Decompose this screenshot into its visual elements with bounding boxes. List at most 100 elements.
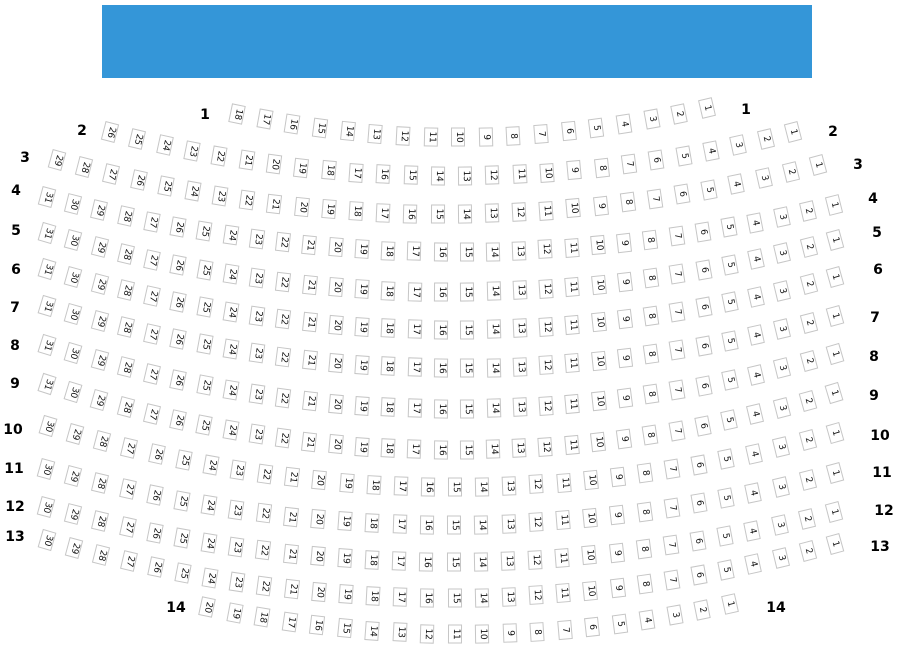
seat[interactable]: 5 [721,330,739,352]
seat[interactable]: 9 [502,623,518,643]
seat[interactable]: 29 [64,536,84,559]
seat[interactable]: 2 [799,273,818,296]
seat[interactable]: 19 [354,436,370,457]
seat[interactable]: 6 [690,564,708,586]
seat[interactable]: 8 [529,621,545,642]
seat[interactable]: 17 [281,611,298,633]
seat[interactable]: 2 [670,103,689,125]
seat[interactable]: 24 [200,532,218,554]
seat[interactable]: 30 [38,414,58,438]
seat[interactable]: 17 [407,398,423,419]
seat[interactable]: 20 [310,581,327,603]
seat[interactable]: 18 [380,356,396,377]
seat[interactable]: 11 [554,547,570,568]
seat[interactable]: 21 [282,506,299,527]
seat[interactable]: 7 [663,497,681,519]
seat[interactable]: 27 [118,478,137,501]
seat[interactable]: 2 [799,350,818,373]
seat[interactable]: 13 [511,438,527,459]
seat[interactable]: 28 [116,396,135,418]
seat[interactable]: 16 [433,399,449,419]
seat[interactable]: 21 [238,149,255,171]
seat[interactable]: 1 [808,154,828,176]
seat[interactable]: 19 [337,548,353,569]
seat[interactable]: 22 [275,271,292,292]
seat[interactable]: 2 [756,127,775,150]
seat[interactable]: 18 [228,103,246,125]
seat[interactable]: 30 [37,528,57,552]
seat[interactable]: 13 [367,123,383,144]
seat[interactable]: 19 [338,584,354,605]
seat[interactable]: 16 [375,164,391,185]
seat[interactable]: 4 [746,211,764,234]
seat[interactable]: 16 [433,320,449,340]
seat[interactable]: 5 [588,117,605,139]
seat[interactable]: 13 [501,514,516,534]
seat[interactable]: 29 [65,422,85,445]
seat[interactable]: 7 [663,569,681,591]
seat[interactable]: 4 [744,481,763,504]
seat[interactable]: 11 [564,314,581,336]
seat[interactable]: 5 [720,409,738,431]
seat[interactable]: 13 [501,476,517,496]
seat[interactable]: 15 [447,588,462,608]
seat[interactable]: 19 [225,601,244,624]
seat[interactable]: 8 [642,383,660,405]
seat[interactable]: 7 [668,419,686,442]
seat[interactable]: 3 [771,547,790,569]
seat[interactable]: 27 [143,362,162,385]
seat[interactable]: 26 [169,291,188,313]
seat[interactable]: 12 [528,512,544,533]
seat[interactable]: 27 [120,437,139,459]
seat[interactable]: 27 [118,516,137,538]
seat[interactable]: 25 [195,414,214,436]
seat[interactable]: 24 [222,338,240,360]
seat[interactable]: 8 [642,267,660,289]
seat[interactable]: 25 [196,259,214,281]
seat[interactable]: 22 [255,503,272,524]
seat[interactable]: 16 [433,282,449,302]
seat[interactable]: 8 [636,463,654,484]
seat[interactable]: 31 [37,186,57,208]
seat[interactable]: 14 [486,319,501,340]
seat[interactable]: 23 [248,305,266,327]
seat[interactable]: 4 [747,363,766,386]
seat[interactable]: 12 [538,355,554,376]
seat[interactable]: 22 [256,463,274,485]
seat[interactable]: 11 [564,393,581,414]
seat[interactable]: 14 [339,121,356,142]
seat[interactable]: 2 [798,540,817,563]
seat[interactable]: 30 [64,229,83,252]
seat[interactable]: 16 [419,552,434,572]
seat[interactable]: 24 [222,263,240,285]
seat[interactable]: 12 [528,585,544,606]
seat[interactable]: 23 [228,571,246,593]
seat[interactable]: 26 [169,408,188,431]
seat[interactable]: 8 [635,538,652,560]
seat[interactable]: 25 [195,374,214,396]
seat[interactable]: 30 [63,302,83,325]
seat[interactable]: 9 [592,195,609,216]
seat[interactable]: 28 [91,472,110,495]
seat[interactable]: 16 [420,477,436,497]
seat[interactable]: 5 [716,525,734,547]
seat[interactable]: 13 [512,318,528,339]
seat[interactable]: 18 [380,438,396,459]
seat[interactable]: 21 [301,234,318,256]
seat[interactable]: 4 [744,553,763,576]
seat[interactable]: 28 [93,430,112,453]
seat[interactable]: 7 [662,535,680,556]
seat[interactable]: 20 [327,237,344,258]
seat[interactable]: 6 [694,221,712,243]
seat[interactable]: 4 [747,248,766,271]
seat[interactable]: 17 [392,514,407,535]
seat[interactable]: 25 [174,562,192,584]
seat[interactable]: 4 [746,403,765,426]
seat[interactable]: 29 [90,349,109,372]
seat[interactable]: 22 [275,387,292,408]
seat[interactable]: 9 [616,271,633,292]
seat[interactable]: 15 [446,552,461,572]
seat[interactable]: 24 [222,301,240,323]
seat[interactable]: 20 [310,509,326,530]
seat[interactable]: 23 [228,499,245,520]
